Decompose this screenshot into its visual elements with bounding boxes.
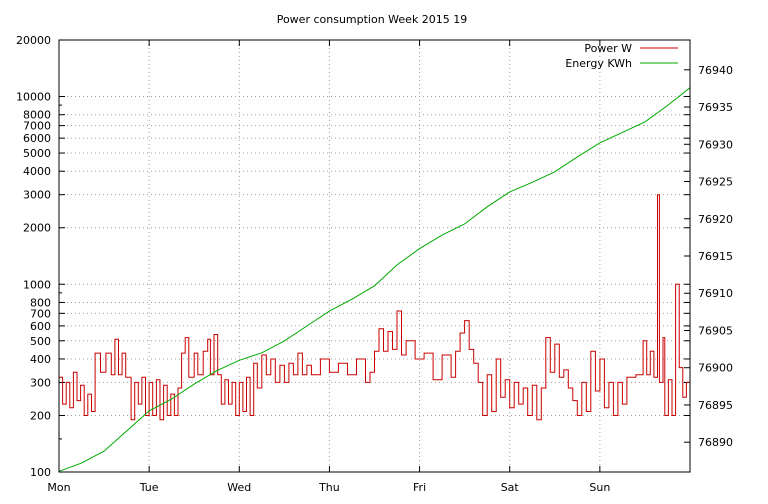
y-tick-label: 1000 — [23, 278, 51, 291]
y-tick-label: 800 — [30, 296, 51, 309]
y2-tick-label: 76915 — [698, 250, 733, 263]
y-tick-label: 6000 — [23, 132, 51, 145]
x-tick-label: Sun — [589, 481, 610, 494]
legend: Power W Energy KWh — [565, 42, 678, 70]
series-line — [58, 87, 691, 472]
legend-label: Energy KWh — [565, 57, 632, 70]
y-tick-label: 200 — [30, 409, 51, 422]
y2-tick-label: 76935 — [698, 101, 733, 114]
y-tick-label: 4000 — [23, 165, 51, 178]
y-tick-label: 300 — [30, 376, 51, 389]
x-tick-label: Mon — [47, 481, 70, 494]
y-tick-label: 3000 — [23, 189, 51, 202]
y2-tick-label: 76895 — [698, 399, 733, 412]
y2-tick-label: 76940 — [698, 64, 733, 77]
x-tick-label: Tue — [139, 481, 159, 494]
y-tick-label: 600 — [30, 320, 51, 333]
y-tick-label: 7000 — [23, 120, 51, 133]
y-tick-label: 8000 — [23, 109, 51, 122]
y2-tick-label: 76920 — [698, 213, 733, 226]
chart-title: Power consumption Week 2015 19 — [277, 13, 468, 26]
y-tick-label: 500 — [30, 335, 51, 348]
x-tick-label: Thu — [318, 481, 340, 494]
y2-tick-label: 76890 — [698, 436, 733, 449]
x-tick-label: Sat — [501, 481, 520, 494]
series-group — [58, 87, 691, 472]
y2-tick-label: 76925 — [698, 176, 733, 189]
y-tick-label: 20000 — [16, 34, 51, 47]
y-tick-label: 5000 — [23, 147, 51, 160]
legend-label: Power W — [584, 42, 632, 55]
grid — [59, 40, 690, 472]
plot-frame — [58, 39, 691, 473]
y2-tick-label: 76930 — [698, 138, 733, 151]
y-tick-label: 100 — [30, 466, 51, 479]
x-tick-label: Fri — [413, 481, 426, 494]
x-tick-label: Wed — [227, 481, 251, 494]
series-line — [59, 194, 691, 421]
y-tick-label: 2000 — [23, 222, 51, 235]
y2-axis: 76890 76895 76900 76905 76910 76915 76920 76925… — [684, 64, 733, 449]
y2-tick-label: 76900 — [698, 362, 733, 375]
y2-tick-label: 76905 — [698, 324, 733, 337]
y-tick-label: 400 — [30, 353, 51, 366]
y-tick-label: 700 — [30, 307, 51, 320]
y2-tick-label: 76910 — [698, 287, 733, 300]
y-tick-label: 10000 — [16, 91, 51, 104]
